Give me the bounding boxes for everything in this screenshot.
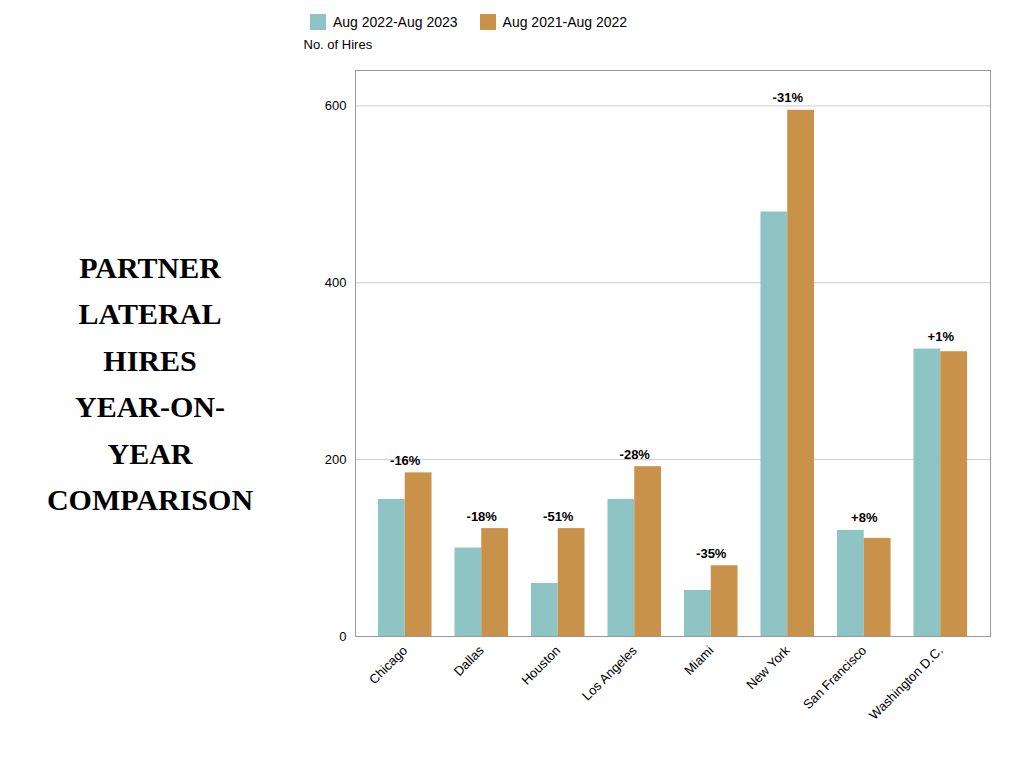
svg-text:+8%: +8% bbox=[851, 510, 878, 525]
svg-text:-31%: -31% bbox=[773, 90, 804, 105]
svg-text:Miami: Miami bbox=[681, 643, 716, 678]
svg-text:Los Angeles: Los Angeles bbox=[579, 642, 640, 703]
html-text:HIRES: HIRES bbox=[103, 343, 197, 377]
html-text:PARTNER: PARTNER bbox=[79, 250, 221, 284]
svg-text:New York: New York bbox=[743, 642, 793, 692]
svg-text:San Francisco: San Francisco bbox=[800, 643, 869, 712]
html-text:YEAR-ON-: YEAR-ON- bbox=[75, 390, 225, 423]
svg-text:600: 600 bbox=[325, 98, 347, 113]
svg-text:Dallas: Dallas bbox=[451, 642, 488, 679]
svg-text:-16%: -16% bbox=[390, 453, 421, 468]
html-text:Aug 2021-Aug 2022: Aug 2021-Aug 2022 bbox=[502, 14, 628, 30]
svg-text:Washington D.C.: Washington D.C. bbox=[866, 643, 946, 723]
svg-text:Houston: Houston bbox=[518, 643, 563, 688]
svg-text:-18%: -18% bbox=[467, 509, 498, 524]
html-text:YEAR: YEAR bbox=[107, 436, 193, 470]
svg-text:Chicago: Chicago bbox=[366, 643, 410, 687]
svg-text:+1%: +1% bbox=[928, 329, 955, 344]
svg-text:-28%: -28% bbox=[620, 447, 651, 462]
html-text:COMPARISON: COMPARISON bbox=[46, 483, 253, 516]
svg-text:0: 0 bbox=[339, 629, 346, 644]
svg-text:No. of Hires: No. of Hires bbox=[304, 37, 373, 52]
svg-text:400: 400 bbox=[325, 275, 347, 290]
html-text:LATERAL: LATERAL bbox=[78, 297, 222, 330]
html-text:Aug 2022-Aug 2023: Aug 2022-Aug 2023 bbox=[333, 14, 458, 30]
svg-text:200: 200 bbox=[325, 452, 347, 467]
svg-text:-35%: -35% bbox=[696, 546, 727, 561]
svg-text:-51%: -51% bbox=[543, 509, 574, 524]
